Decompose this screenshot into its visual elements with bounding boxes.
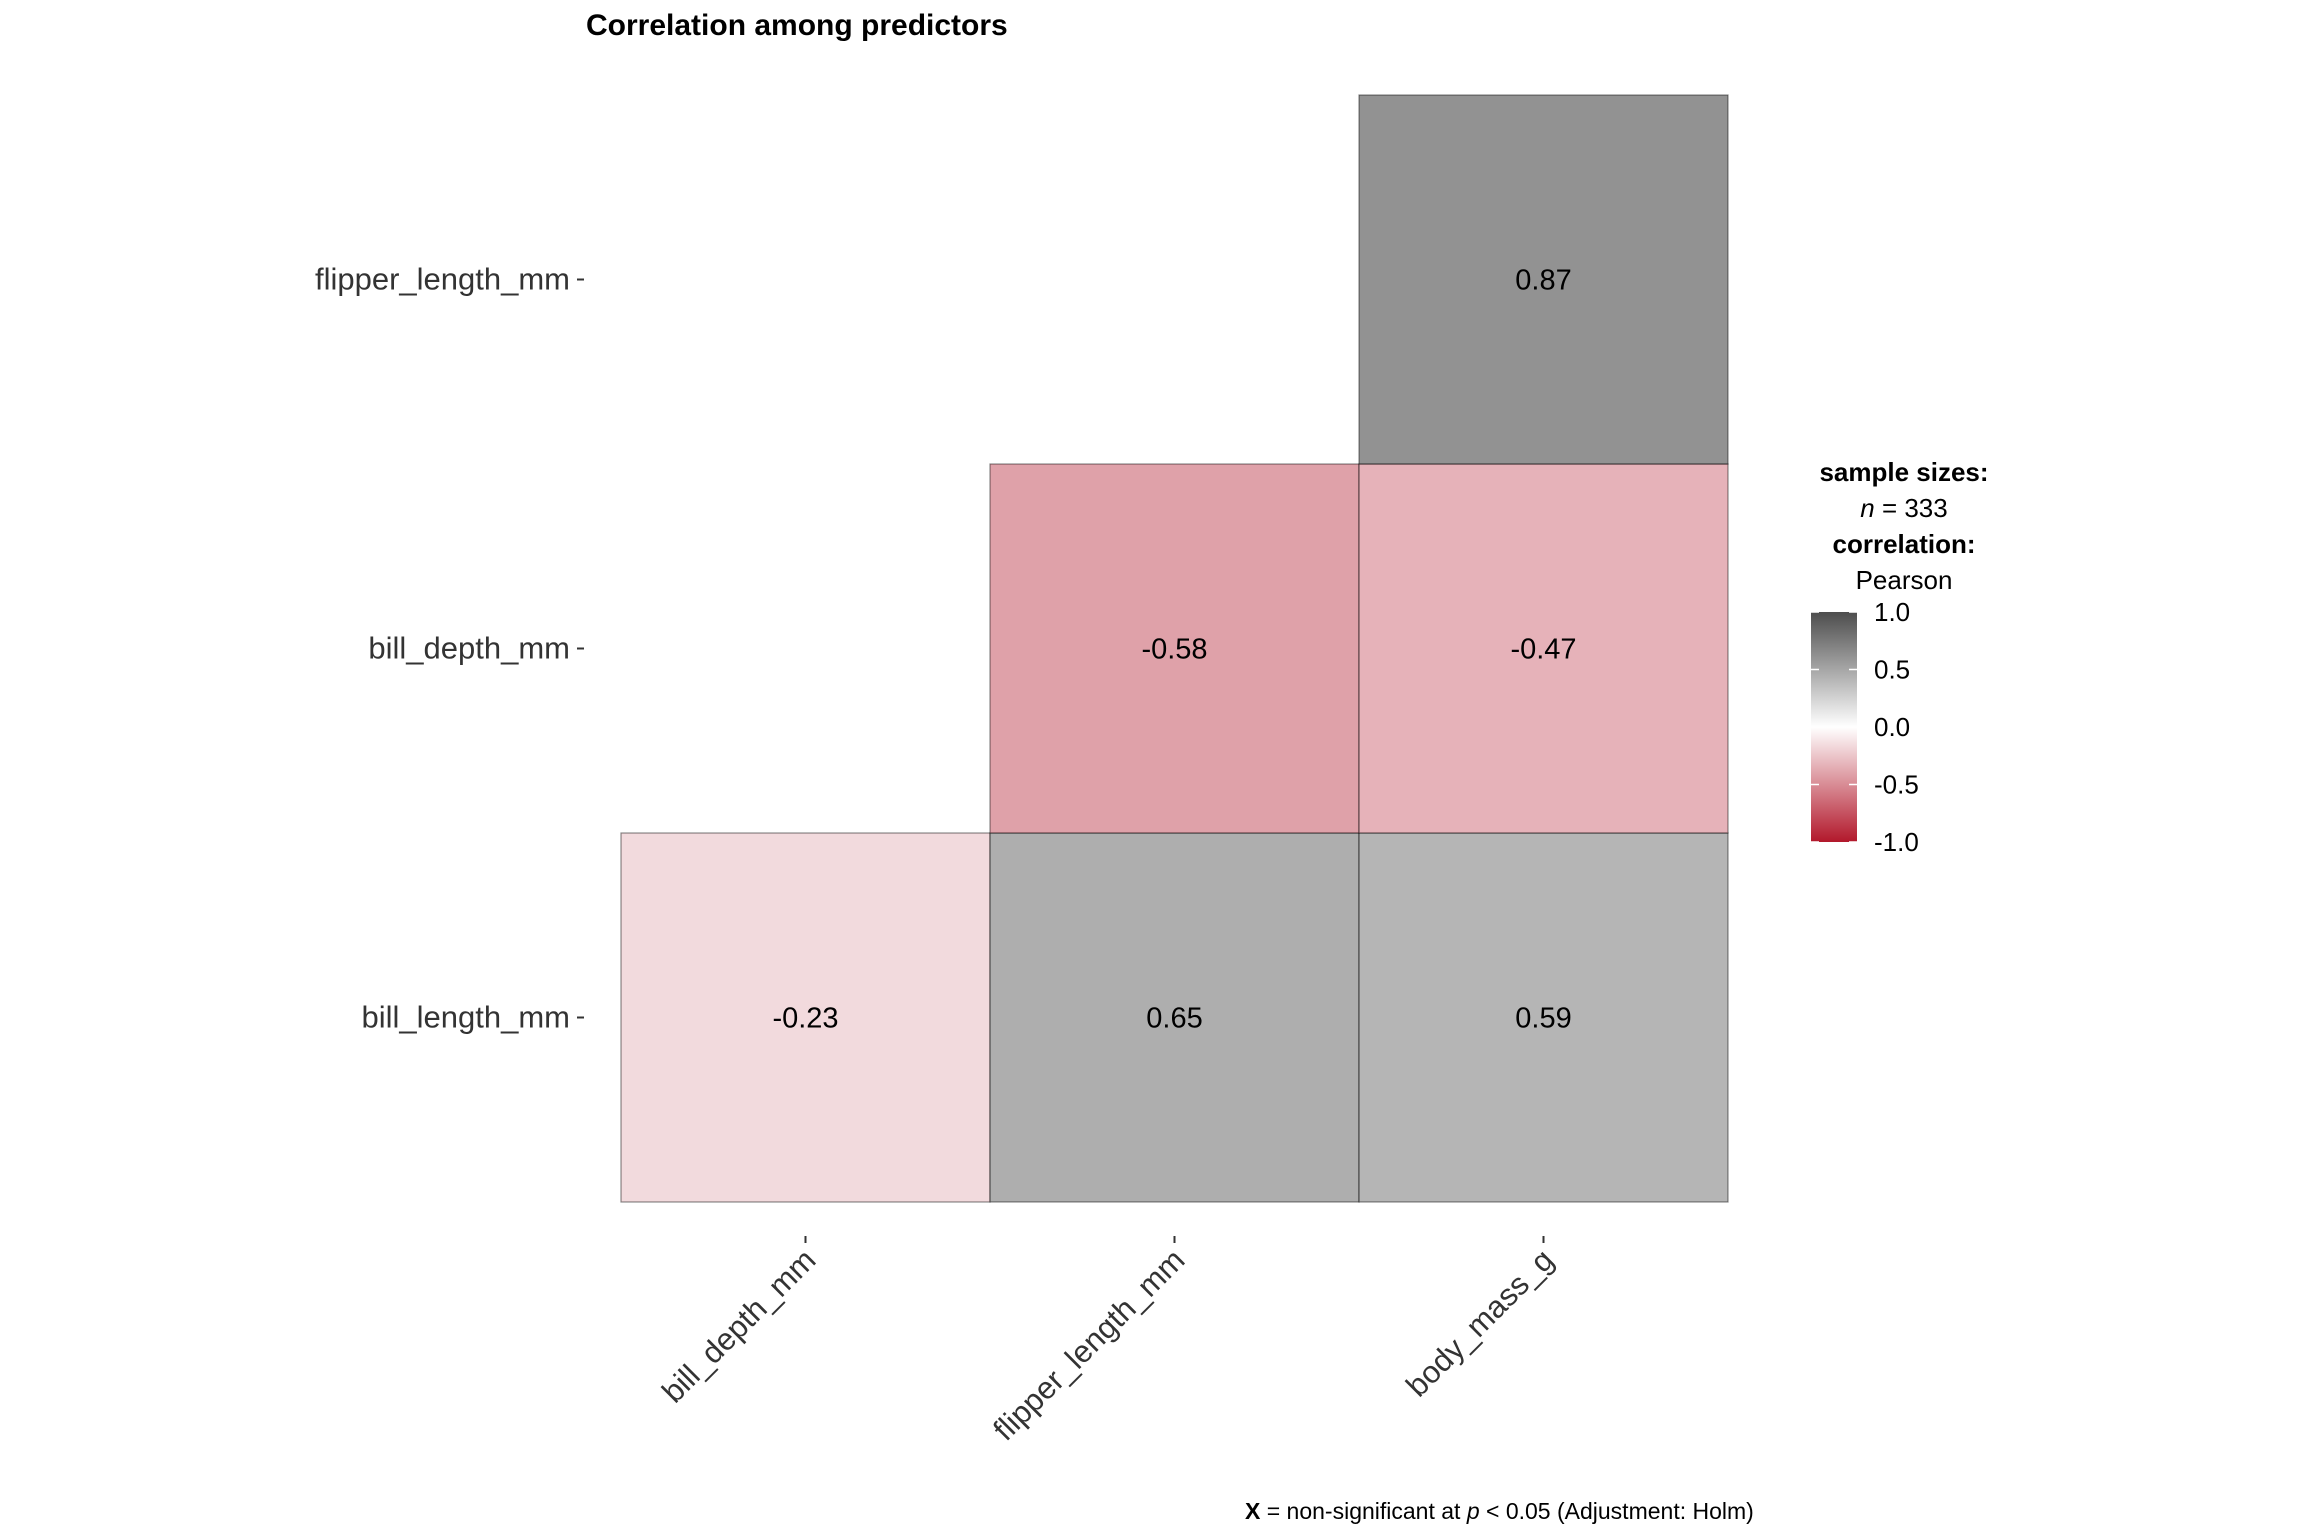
heatmap-cells: -0.23 0.65 0.59 -0.58 -0.47 0.87 xyxy=(620,94,1729,1203)
legend-correlation-title: correlation: xyxy=(1832,529,1975,559)
cell-value-label: -0.23 xyxy=(772,1003,838,1035)
heatmap-cell xyxy=(989,463,1360,834)
legend-tick-label: 0.5 xyxy=(1874,655,1910,685)
caption-x-mark: X xyxy=(1245,1498,1261,1524)
cell-value-label: 0.65 xyxy=(1146,1003,1202,1035)
legend-sample-size: n = 333 xyxy=(1860,493,1947,523)
legend-method: Pearson xyxy=(1856,565,1953,595)
n-symbol: n xyxy=(1860,493,1874,523)
heatmap-cell xyxy=(1358,463,1729,834)
heatmap-cell xyxy=(989,832,1360,1203)
cell-value-label: 0.59 xyxy=(1515,1003,1571,1035)
cell-value-label: -0.47 xyxy=(1510,634,1576,666)
y-axis-label: bill_length_mm xyxy=(362,1000,571,1035)
legend-tick-label: 0.0 xyxy=(1874,712,1910,742)
x-axis-labels: bill_depth_mm flipper_length_mm body_mass_… xyxy=(655,1236,1560,1447)
legend: sample sizes: n = 333 correlation: Pears… xyxy=(1811,457,1989,857)
chart-title: Correlation among predictors xyxy=(586,9,1008,42)
caption: X = non-significant at p < 0.05 (Adjustm… xyxy=(1245,1498,1754,1524)
legend-tick-label: -1.0 xyxy=(1874,827,1919,857)
heatmap-cell xyxy=(1358,94,1729,465)
legend-ticks: 1.0 0.5 0.0 -0.5 -1.0 xyxy=(1811,597,1919,857)
legend-tick-label: 1.0 xyxy=(1874,597,1910,627)
caption-text-2: < 0.05 (Adjustment: Holm) xyxy=(1480,1498,1754,1524)
n-value: = 333 xyxy=(1875,493,1948,523)
legend-sample-sizes-title: sample sizes: xyxy=(1819,457,1988,487)
x-axis-label: bill_depth_mm xyxy=(655,1242,822,1409)
heatmap-cell xyxy=(620,832,991,1203)
caption-p-symbol: p xyxy=(1466,1498,1480,1524)
x-axis-label: flipper_length_mm xyxy=(986,1242,1191,1447)
x-axis-label: body_mass_g xyxy=(1399,1242,1560,1403)
y-axis-labels: bill_length_mm bill_depth_mm flipper_lengt… xyxy=(315,262,584,1035)
legend-tick-label: -0.5 xyxy=(1874,770,1919,800)
caption-text-1: = non-significant at xyxy=(1260,1498,1466,1524)
y-axis-label: bill_depth_mm xyxy=(368,631,570,666)
cell-value-label: 0.87 xyxy=(1515,265,1571,297)
y-axis-label: flipper_length_mm xyxy=(315,262,570,297)
cell-value-label: -0.58 xyxy=(1141,634,1207,666)
